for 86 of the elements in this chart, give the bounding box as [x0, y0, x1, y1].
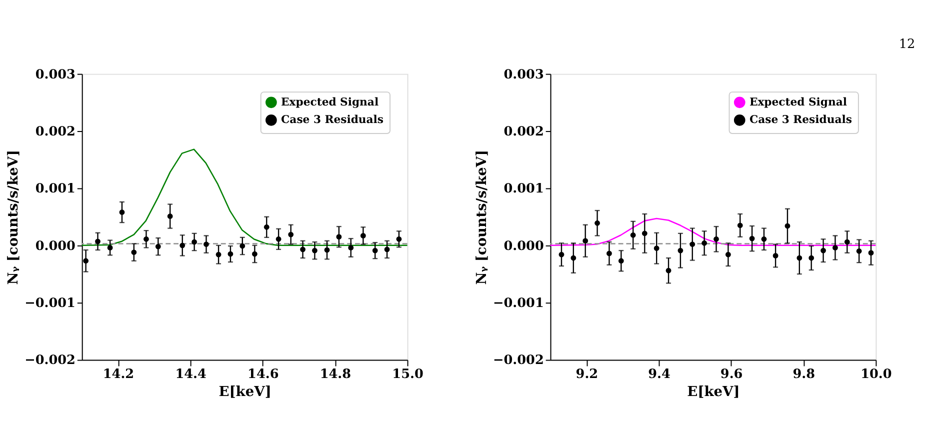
x-tick-label: 14.6 [248, 367, 279, 382]
point [772, 253, 778, 258]
line-series [550, 218, 876, 246]
point [642, 230, 648, 236]
point [832, 245, 838, 250]
point [312, 248, 318, 254]
y-tick-label: 0.001 [35, 182, 76, 197]
point [678, 248, 684, 254]
x-axis-title: E[keV] [218, 384, 272, 400]
point [348, 245, 354, 250]
point [216, 252, 222, 258]
y-tick-label: −0.002 [493, 353, 544, 368]
legend-label: Case 3 Residuals [749, 113, 852, 126]
legend-label: Case 3 Residuals [281, 113, 384, 126]
point [808, 255, 814, 261]
point [384, 246, 390, 252]
x-tick-label: 9.4 [648, 367, 670, 382]
x-tick-label: 14.8 [320, 367, 352, 382]
point [300, 246, 306, 252]
legend-label: Expected Signal [749, 95, 847, 108]
text: 12 [898, 37, 916, 52]
point [690, 242, 696, 247]
y-tick-label: −0.001 [493, 296, 544, 312]
point [725, 252, 731, 258]
point [228, 251, 234, 257]
point [155, 244, 161, 250]
y-tick-label: 0.003 [35, 67, 76, 82]
point [83, 258, 89, 264]
x-tick-label: 9.8 [792, 367, 816, 382]
y-tick-label: 0.001 [504, 182, 544, 197]
y-axis-title: Nᵧ [counts/s/keV] [474, 150, 490, 285]
point [107, 245, 113, 250]
point [856, 248, 862, 254]
point [630, 232, 636, 238]
x-tick-label: 10.0 [860, 367, 892, 382]
point [372, 248, 378, 254]
point [167, 214, 173, 219]
point [582, 238, 588, 244]
point [796, 255, 802, 261]
point [336, 234, 342, 240]
point [570, 255, 576, 261]
point [737, 222, 743, 228]
point [131, 250, 137, 255]
point [240, 243, 246, 249]
point [192, 239, 198, 245]
point [606, 250, 612, 256]
point [360, 232, 366, 238]
point [666, 268, 672, 274]
point [252, 251, 258, 257]
point [594, 220, 600, 226]
y-tick-label: 0.000 [504, 238, 544, 254]
x-axis-title: E[keV] [687, 384, 740, 400]
point [654, 246, 660, 251]
point [714, 236, 719, 242]
point [144, 236, 149, 242]
point [702, 240, 708, 246]
point [180, 242, 186, 248]
point [276, 236, 282, 242]
y-tick-label: 0.002 [35, 124, 76, 140]
point [558, 252, 564, 258]
point [95, 238, 100, 244]
y-tick-label: −0.001 [24, 296, 76, 312]
point [868, 250, 874, 256]
x-tick-label: 14.4 [175, 367, 206, 382]
y-tick-label: −0.002 [24, 353, 76, 368]
y-tick-label: 0.003 [504, 67, 544, 82]
point [761, 236, 767, 242]
x-tick-label: 9.2 [576, 367, 598, 382]
x-tick-label: 9.6 [720, 367, 743, 382]
point [749, 236, 755, 242]
point [396, 236, 402, 242]
y-tick-label: 0.002 [504, 124, 544, 140]
point [264, 224, 270, 230]
point [324, 247, 330, 253]
y-tick-label: 0.000 [35, 238, 76, 254]
point [204, 242, 209, 247]
legend-label: Expected Signal [281, 95, 379, 108]
point [119, 210, 125, 215]
x-tick-label: 14.2 [102, 367, 134, 382]
point [618, 258, 624, 264]
point [820, 248, 826, 254]
x-tick-label: 15.0 [392, 367, 424, 382]
point [288, 232, 294, 238]
point [784, 223, 790, 229]
y-axis-title: Nᵧ [counts/s/keV] [6, 150, 22, 285]
point [844, 239, 850, 245]
